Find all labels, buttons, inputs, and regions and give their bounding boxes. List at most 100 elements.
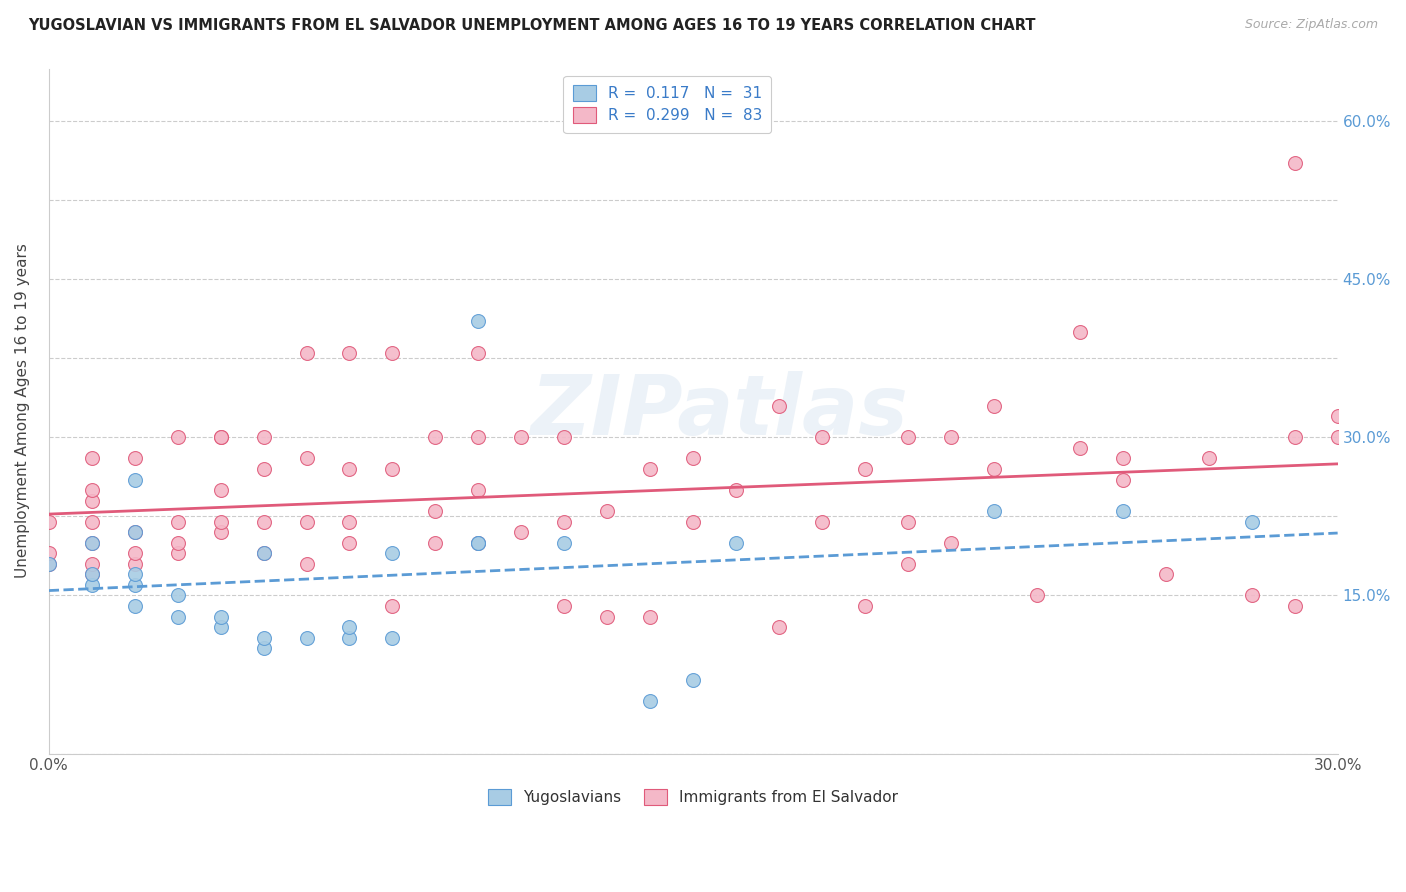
Point <box>897 430 920 444</box>
Point <box>339 631 361 645</box>
Point <box>682 673 704 687</box>
Point <box>209 430 232 444</box>
Point <box>853 462 876 476</box>
Point <box>425 535 447 549</box>
Text: ZIPatlas: ZIPatlas <box>530 370 908 451</box>
Point <box>553 599 575 613</box>
Point <box>295 557 318 571</box>
Point <box>381 462 404 476</box>
Point <box>1240 515 1263 529</box>
Point <box>1198 451 1220 466</box>
Point <box>80 567 103 582</box>
Y-axis label: Unemployment Among Ages 16 to 19 years: Unemployment Among Ages 16 to 19 years <box>15 244 30 578</box>
Point <box>510 430 533 444</box>
Point <box>596 504 619 518</box>
Point <box>252 546 274 560</box>
Point <box>80 567 103 582</box>
Point <box>252 641 274 656</box>
Point <box>80 493 103 508</box>
Point <box>939 430 962 444</box>
Point <box>209 430 232 444</box>
Point <box>80 535 103 549</box>
Point <box>252 546 274 560</box>
Point <box>166 535 188 549</box>
Point <box>80 483 103 497</box>
Point <box>638 462 661 476</box>
Point <box>682 515 704 529</box>
Point <box>425 430 447 444</box>
Point <box>124 546 146 560</box>
Point <box>1112 451 1135 466</box>
Point <box>80 578 103 592</box>
Point <box>38 546 60 560</box>
Point <box>166 589 188 603</box>
Point <box>209 515 232 529</box>
Point <box>295 515 318 529</box>
Point <box>209 525 232 540</box>
Point <box>638 609 661 624</box>
Point <box>1326 409 1348 424</box>
Point <box>124 525 146 540</box>
Point <box>124 473 146 487</box>
Point <box>1284 599 1306 613</box>
Text: YUGOSLAVIAN VS IMMIGRANTS FROM EL SALVADOR UNEMPLOYMENT AMONG AGES 16 TO 19 YEAR: YUGOSLAVIAN VS IMMIGRANTS FROM EL SALVAD… <box>28 18 1036 33</box>
Point <box>1284 156 1306 170</box>
Point <box>295 631 318 645</box>
Point <box>124 599 146 613</box>
Point <box>467 483 489 497</box>
Point <box>897 515 920 529</box>
Point <box>983 462 1005 476</box>
Point <box>1112 473 1135 487</box>
Point <box>553 535 575 549</box>
Point <box>638 694 661 708</box>
Point <box>38 515 60 529</box>
Point <box>467 535 489 549</box>
Point <box>339 346 361 360</box>
Point <box>596 609 619 624</box>
Point <box>682 451 704 466</box>
Legend: Yugoslavians, Immigrants from El Salvador: Yugoslavians, Immigrants from El Salvado… <box>479 780 907 814</box>
Point <box>939 535 962 549</box>
Point <box>983 504 1005 518</box>
Point <box>1326 430 1348 444</box>
Point <box>80 557 103 571</box>
Point <box>124 557 146 571</box>
Point <box>1154 567 1177 582</box>
Point <box>467 430 489 444</box>
Point <box>725 483 748 497</box>
Text: Source: ZipAtlas.com: Source: ZipAtlas.com <box>1244 18 1378 31</box>
Point <box>166 546 188 560</box>
Point <box>983 399 1005 413</box>
Point <box>1112 504 1135 518</box>
Point <box>467 314 489 328</box>
Point <box>209 609 232 624</box>
Point <box>252 430 274 444</box>
Point <box>124 567 146 582</box>
Point <box>1025 589 1047 603</box>
Point <box>1069 441 1091 455</box>
Point <box>553 430 575 444</box>
Point <box>124 451 146 466</box>
Point <box>811 430 834 444</box>
Point <box>510 525 533 540</box>
Point <box>811 515 834 529</box>
Point <box>80 451 103 466</box>
Point <box>124 578 146 592</box>
Point <box>725 535 748 549</box>
Point <box>80 535 103 549</box>
Point <box>768 399 790 413</box>
Point <box>252 631 274 645</box>
Point <box>166 430 188 444</box>
Point <box>252 515 274 529</box>
Point <box>1240 589 1263 603</box>
Point <box>38 557 60 571</box>
Point <box>897 557 920 571</box>
Point <box>209 620 232 634</box>
Point <box>467 535 489 549</box>
Point <box>295 346 318 360</box>
Point <box>425 504 447 518</box>
Point <box>209 483 232 497</box>
Point <box>166 515 188 529</box>
Point <box>339 620 361 634</box>
Point <box>768 620 790 634</box>
